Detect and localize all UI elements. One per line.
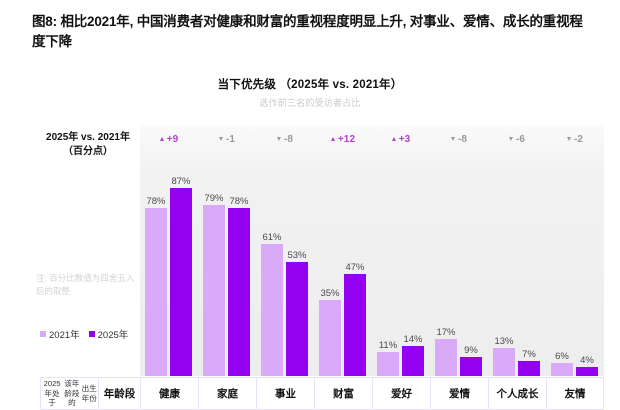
- delta-label: -2: [573, 133, 584, 145]
- bar-value-label: 78%: [146, 195, 166, 207]
- x-axis-row: 2025年处于 该年龄段的 出生年份 年龄段 健康 家庭 事业 财富 爱好 爱情 个人成长 友情: [40, 377, 604, 410]
- delta-label: -1: [225, 133, 236, 145]
- delta-value: -8: [430, 128, 488, 150]
- chart-note: 注: 百分比数值为四舍五入后的取整: [36, 273, 135, 296]
- bar-group: 35% 47%: [314, 160, 372, 376]
- bar-value-label: 78%: [229, 195, 249, 207]
- bar-2025年[interactable]: 7%: [518, 349, 540, 376]
- page-title: 图8: 相比2021年, 中国消费者对健康和财富的重视程度明显上升, 对事业、爱…: [32, 14, 583, 50]
- delta-value: +12: [314, 128, 372, 150]
- bar-group: 13% 7%: [488, 160, 546, 376]
- bar-group: 6% 4%: [546, 160, 604, 376]
- axis-category-健康[interactable]: 健康: [140, 377, 198, 410]
- delta-value: -6: [488, 128, 546, 150]
- bar-2025年[interactable]: 53%: [286, 250, 308, 376]
- arrow-down-icon: [218, 136, 223, 141]
- bar-2021年[interactable]: 13%: [493, 336, 515, 376]
- axis-category-爱情[interactable]: 爱情: [430, 377, 488, 410]
- column-band: [430, 126, 488, 376]
- delta-value: +9: [140, 128, 198, 150]
- axis-category-个人成长[interactable]: 个人成长: [488, 377, 546, 410]
- bar-2025年[interactable]: 14%: [402, 334, 424, 376]
- chart-subnote: 选作前三名的受访者占比: [259, 98, 361, 108]
- delta-label: +12: [337, 133, 356, 145]
- bar-value-label: 53%: [287, 249, 307, 261]
- chart-subtitle: 当下优先级 （2025年 vs. 2021年）: [217, 79, 403, 91]
- column-band: [488, 126, 546, 376]
- bar-2021年[interactable]: 17%: [435, 327, 457, 376]
- legend-item: 2025年: [88, 327, 129, 341]
- arrow-down-icon: [508, 136, 513, 141]
- bar-value-label: 13%: [494, 335, 514, 347]
- bar-value-label: 11%: [378, 340, 398, 352]
- axis-category-友情[interactable]: 友情: [546, 377, 604, 410]
- delta-value: +3: [372, 128, 430, 150]
- column-band: [372, 126, 430, 376]
- legend-swatch: [88, 331, 95, 337]
- bar-value-label: 14%: [403, 333, 423, 345]
- bar-value-label: 87%: [171, 176, 191, 188]
- delta-value: -2: [546, 128, 604, 150]
- chart-legend: 2021年 2025年: [40, 327, 128, 341]
- arrow-down-icon: [566, 136, 571, 141]
- delta-label: -6: [515, 133, 526, 145]
- arrow-up-icon: [391, 136, 396, 141]
- bar-group: 11% 14%: [372, 160, 430, 376]
- bar-value-label: 79%: [204, 193, 224, 205]
- arrow-down-icon: [276, 136, 281, 141]
- bar-2021年[interactable]: 35%: [319, 288, 341, 376]
- bar-2025年[interactable]: 87%: [170, 176, 192, 376]
- axis-header-birth-year: 2025年处于 该年龄段的 出生年份: [40, 377, 98, 410]
- bar-value-label: 7%: [522, 348, 536, 360]
- bar-2025年[interactable]: 4%: [576, 355, 598, 376]
- column-band: [546, 126, 604, 376]
- axis-header-age-group: 年龄段: [98, 377, 140, 410]
- legend-item: 2021年: [40, 327, 80, 341]
- arrow-up-icon: [159, 136, 164, 141]
- bar-group: 78% 87%: [140, 160, 198, 376]
- delta-label: -8: [283, 133, 294, 145]
- bar-value-label: 35%: [320, 288, 340, 300]
- bar-2021年[interactable]: 6%: [551, 351, 573, 376]
- bar-2021年[interactable]: 11%: [377, 340, 399, 376]
- legend-swatch: [40, 331, 46, 337]
- delta-label: +3: [398, 133, 411, 145]
- bar-value-label: 61%: [262, 232, 282, 244]
- bar-2025年[interactable]: 78%: [228, 196, 250, 376]
- bar-value-label: 47%: [345, 262, 365, 274]
- bar-value-label: 4%: [580, 355, 594, 367]
- bar-2025年[interactable]: 9%: [460, 345, 482, 376]
- delta-row-label: 2025年 vs. 2021年 （百分点）: [46, 132, 130, 157]
- delta-value: -1: [198, 128, 256, 150]
- axis-category-事业[interactable]: 事业: [256, 377, 314, 410]
- bar-2025年[interactable]: 47%: [344, 262, 366, 376]
- legend-label: 2025年: [97, 330, 129, 341]
- bar-value-label: 17%: [436, 327, 456, 339]
- delta-value: -8: [256, 128, 314, 150]
- bar-2021年[interactable]: 78%: [145, 196, 167, 376]
- axis-category-爱好[interactable]: 爱好: [372, 377, 430, 410]
- axis-category-财富[interactable]: 财富: [314, 377, 372, 410]
- bar-2021年[interactable]: 61%: [261, 232, 283, 376]
- axis-category-家庭[interactable]: 家庭: [198, 377, 256, 410]
- arrow-up-icon: [330, 136, 335, 141]
- bar-2021年[interactable]: 79%: [203, 193, 225, 376]
- arrow-down-icon: [450, 136, 455, 141]
- bar-group: 17% 9%: [430, 160, 488, 376]
- bar-value-label: 9%: [464, 344, 478, 356]
- delta-label: -8: [457, 133, 468, 145]
- legend-label: 2021年: [49, 330, 80, 341]
- delta-label: +9: [166, 133, 179, 145]
- bar-group: 61% 53%: [256, 160, 314, 376]
- bar-group: 79% 78%: [198, 160, 256, 376]
- bar-value-label: 6%: [555, 351, 569, 363]
